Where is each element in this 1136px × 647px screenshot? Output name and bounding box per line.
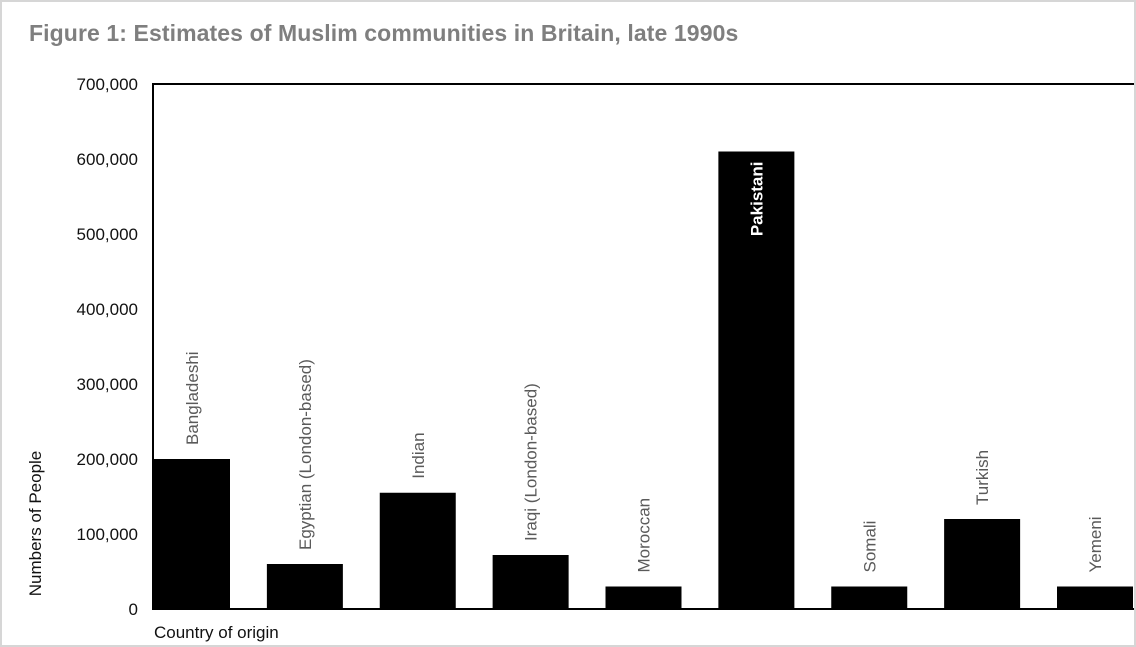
y-tick-label: 100,000: [77, 525, 138, 544]
y-tick-label: 0: [129, 600, 138, 619]
bar: [154, 459, 230, 609]
bar-category-label: Somali: [860, 521, 879, 573]
y-tick-label: 400,000: [77, 300, 138, 319]
bar: [492, 555, 569, 609]
chart-title: Figure 1: Estimates of Muslim communitie…: [29, 20, 739, 46]
bar-category-label: Indian: [409, 432, 428, 478]
bar: [944, 519, 1021, 609]
y-tick-label: 200,000: [77, 450, 138, 469]
bar: [718, 151, 795, 609]
bar: [266, 564, 343, 609]
y-axis-title: Numbers of People: [26, 451, 45, 597]
y-tick-label: 600,000: [77, 150, 138, 169]
y-tick-label: 700,000: [77, 75, 138, 94]
bar-category-label: Turkish: [973, 450, 992, 505]
bar-category-label: Yemeni: [1086, 516, 1105, 572]
y-tick-label: 300,000: [77, 375, 138, 394]
bar: [1057, 586, 1133, 609]
y-tick-label: 500,000: [77, 225, 138, 244]
bar-category-label: Egyptian (London-based): [296, 359, 315, 550]
bar-category-label: Moroccan: [635, 498, 654, 573]
bar: [605, 586, 682, 609]
bar: [831, 586, 908, 609]
bar: [379, 492, 456, 609]
bar-category-label: Iraqi (London-based): [522, 383, 541, 541]
bar-category-label: Pakistani: [747, 162, 766, 237]
x-axis-title: Country of origin: [154, 623, 279, 642]
bar-category-label: Bangladeshi: [183, 351, 202, 445]
